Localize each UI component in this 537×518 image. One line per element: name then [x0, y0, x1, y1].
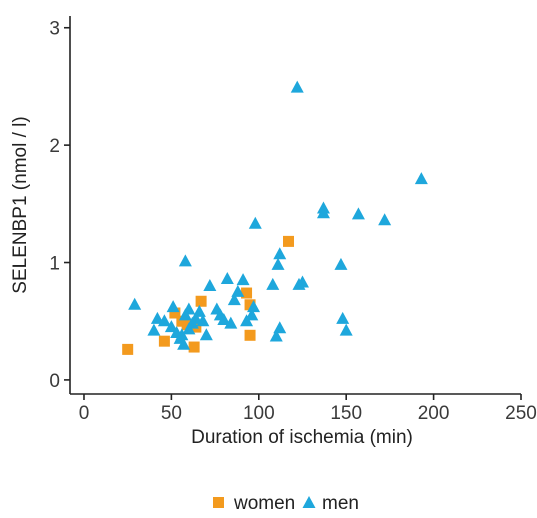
- data-point-women: [283, 235, 295, 247]
- data-point-men: [295, 275, 309, 288]
- x-tick-label: 100: [243, 403, 275, 424]
- y-axis-title: SELENBP1 (nmol / l): [10, 116, 31, 293]
- y-tick-label: 3: [49, 19, 60, 40]
- data-point-men: [414, 172, 428, 185]
- data-point-men: [199, 328, 213, 341]
- data-point-men: [273, 247, 287, 260]
- data-point-men: [266, 277, 280, 290]
- data-point-women: [244, 329, 256, 341]
- data-point-men: [339, 323, 353, 336]
- data-point-men: [378, 213, 392, 226]
- axes: [69, 16, 521, 395]
- data-point-men: [316, 206, 330, 219]
- data-point-men: [290, 80, 304, 93]
- x-tick-label: 200: [418, 403, 450, 424]
- legend-men-triangle-icon: [302, 496, 316, 508]
- x-tick-label: 0: [79, 403, 90, 424]
- data-point-women: [244, 299, 256, 311]
- data-point-men: [247, 300, 261, 313]
- data-point-men: [147, 323, 161, 336]
- x-ticks: 0 50 100 150 200 250: [79, 394, 537, 424]
- data-point-men: [189, 311, 203, 324]
- data-point-men: [128, 297, 142, 310]
- x-axis-title: Duration of ischemia (min): [191, 427, 413, 448]
- y-tick-label: 1: [49, 254, 60, 275]
- data-point-women: [122, 343, 134, 355]
- data-point-men: [231, 284, 245, 297]
- data-point-women: [188, 341, 200, 353]
- data-points: [122, 80, 428, 355]
- x-tick-label: 150: [330, 403, 362, 424]
- y-tick-label: 0: [49, 371, 60, 392]
- data-point-men: [182, 302, 196, 315]
- data-point-men: [164, 320, 178, 333]
- data-point-men: [336, 311, 350, 324]
- legend-label-women: women: [233, 493, 295, 514]
- data-point-men: [177, 337, 191, 350]
- data-point-men: [245, 308, 259, 321]
- data-point-men: [150, 311, 164, 324]
- data-point-men: [203, 279, 217, 291]
- data-point-men: [157, 314, 171, 327]
- x-tick-label: 250: [505, 403, 537, 424]
- data-point-women: [241, 287, 253, 299]
- legend-women-square-icon: [213, 497, 224, 508]
- data-point-men: [178, 254, 192, 267]
- data-point-men: [227, 293, 241, 306]
- data-point-men: [273, 321, 287, 334]
- data-point-men: [248, 216, 262, 229]
- data-point-men: [217, 313, 231, 326]
- data-point-women: [158, 335, 170, 347]
- data-point-men: [236, 273, 250, 286]
- y-ticks: 0 1 2 3: [49, 19, 70, 392]
- data-point-men: [192, 304, 206, 317]
- data-point-men: [269, 329, 283, 342]
- data-point-men: [271, 257, 285, 270]
- data-point-women: [195, 295, 207, 307]
- data-point-men: [196, 314, 210, 327]
- data-point-women: [169, 307, 181, 319]
- legend-label-men: men: [322, 493, 359, 514]
- x-tick-label: 50: [161, 403, 182, 424]
- data-point-men: [175, 328, 189, 341]
- legend: women men: [213, 493, 359, 514]
- data-point-men: [166, 300, 180, 313]
- data-point-men: [224, 316, 238, 329]
- data-point-men: [351, 207, 365, 220]
- data-point-men: [334, 257, 348, 270]
- data-point-women: [181, 319, 193, 331]
- y-tick-label: 2: [49, 136, 60, 157]
- data-point-men: [220, 271, 234, 284]
